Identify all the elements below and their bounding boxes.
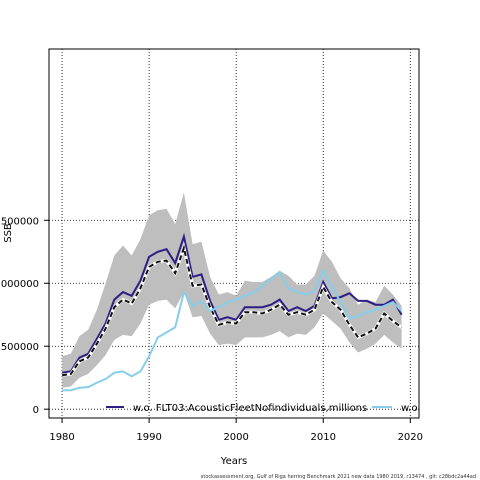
grid — [49, 49, 419, 418]
plot-area: w.o. FLT03:AcousticFleetNofindividuals,m… — [48, 48, 421, 419]
x-tick-label: 1990 — [136, 432, 161, 443]
x-tick-label: 2000 — [223, 432, 248, 443]
legend-label-1: w.o. — [401, 403, 421, 414]
legend: w.o. FLT03:AcousticFleetNofindividuals,m… — [106, 403, 421, 414]
y-tick-label: 0 — [33, 405, 39, 416]
series-line-0 — [61, 232, 403, 374]
x-axis: 1980 1990 2000 2010 2020 — [49, 418, 423, 443]
y-tick-label: 1500000 — [0, 216, 39, 227]
y-axis: 0 500000 1000000 1500000 — [0, 216, 49, 416]
x-tick-label: 1980 — [49, 432, 74, 443]
series-lines — [61, 232, 403, 392]
series-line-2 — [62, 268, 403, 392]
y-tick-label: 1000000 — [0, 279, 39, 290]
x-axis-title: Years — [220, 456, 247, 467]
x-tick-label: 2020 — [398, 432, 423, 443]
y-axis-title: SSB — [3, 223, 14, 243]
plot-frame — [48, 48, 420, 419]
footer-note: stockassessment.org, Gulf of Riga herrin… — [201, 474, 476, 480]
legend-label-0: w.o. FLT03:AcousticFleetNofindividuals,m… — [133, 403, 367, 414]
confidence-band — [62, 192, 402, 388]
y-tick-label: 500000 — [1, 342, 39, 353]
series-line-dashed — [61, 244, 403, 377]
x-tick-label: 2010 — [311, 432, 336, 443]
